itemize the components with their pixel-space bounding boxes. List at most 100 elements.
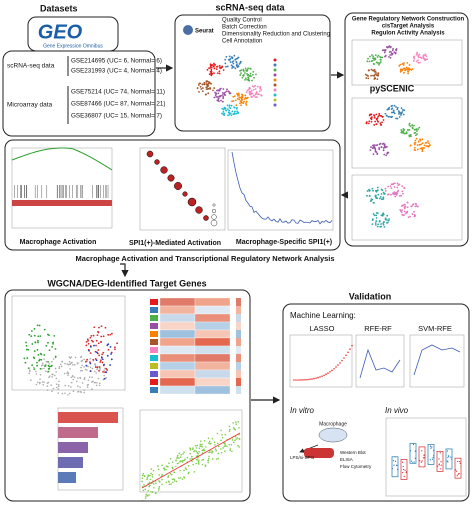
dot	[249, 72, 252, 75]
dot	[242, 102, 245, 104]
dot	[47, 360, 49, 363]
dot	[419, 460, 421, 462]
dot	[400, 194, 402, 197]
dot	[231, 110, 234, 113]
dot	[175, 465, 177, 468]
dot	[376, 56, 379, 58]
dot	[196, 87, 199, 89]
dot	[223, 92, 226, 95]
dot	[258, 93, 260, 96]
dot	[252, 85, 255, 88]
dot	[394, 195, 397, 198]
dot	[238, 427, 240, 429]
dot	[238, 96, 241, 99]
dot	[105, 367, 108, 370]
dot	[189, 447, 191, 449]
dot	[210, 66, 213, 69]
dot	[213, 96, 216, 99]
dot	[43, 365, 46, 367]
dot	[374, 195, 377, 198]
dot	[32, 356, 35, 359]
dot	[374, 58, 377, 61]
dot	[440, 461, 442, 463]
dot	[421, 150, 424, 152]
dot	[387, 115, 390, 118]
dot	[52, 342, 54, 345]
dot	[144, 488, 146, 491]
dot	[394, 52, 397, 54]
dot	[214, 91, 216, 94]
dot	[255, 92, 258, 95]
dot	[181, 461, 184, 463]
dot	[95, 344, 97, 347]
dot	[246, 68, 249, 71]
dot	[415, 203, 418, 206]
dot	[109, 345, 112, 348]
dot	[201, 90, 204, 93]
dot	[165, 468, 167, 471]
dot	[440, 464, 442, 466]
dot	[109, 333, 112, 336]
dot	[216, 442, 219, 445]
dot	[150, 491, 152, 493]
dataset-id: GSE214695 (UC= 6, Normal= 6)	[71, 58, 162, 65]
dot	[225, 56, 228, 58]
dot	[427, 140, 429, 142]
dot	[373, 116, 376, 119]
dot	[382, 196, 385, 199]
dot	[229, 112, 232, 115]
dot	[364, 73, 367, 76]
dot	[235, 104, 238, 107]
dot	[368, 120, 371, 123]
dot	[199, 85, 202, 88]
plot-frame	[385, 417, 467, 497]
dot	[80, 355, 83, 358]
dot	[399, 209, 402, 211]
dot	[197, 84, 200, 86]
cv-point	[299, 379, 301, 381]
dot	[379, 58, 382, 61]
dot	[207, 92, 210, 95]
assay: Flow Cytometry	[340, 464, 372, 469]
dot	[179, 476, 182, 479]
dot	[144, 497, 147, 499]
dot	[372, 57, 375, 60]
dot	[254, 96, 257, 99]
legend-dot	[273, 68, 277, 72]
dot	[106, 354, 109, 357]
dot	[378, 63, 380, 66]
dot	[239, 74, 242, 76]
dot	[219, 88, 221, 91]
dot	[218, 89, 221, 92]
dot	[220, 439, 222, 442]
dot	[90, 381, 93, 383]
dot	[227, 58, 230, 61]
dot	[173, 471, 175, 473]
cv-point	[297, 379, 299, 381]
dot	[249, 67, 252, 70]
dot	[94, 381, 97, 384]
dot	[35, 373, 38, 375]
dot	[96, 368, 98, 371]
dot	[402, 461, 404, 463]
dot	[239, 102, 241, 105]
dot	[411, 203, 414, 206]
dot	[222, 108, 225, 111]
dot	[414, 134, 417, 137]
dot	[231, 65, 234, 68]
dot	[52, 341, 55, 344]
dot	[45, 361, 48, 363]
dot	[207, 80, 210, 83]
dot	[235, 421, 237, 423]
heat-legend	[236, 354, 241, 362]
dot	[223, 445, 226, 448]
dot	[403, 203, 406, 206]
dot	[375, 217, 378, 219]
dot	[100, 325, 103, 328]
dot	[167, 476, 169, 479]
dot	[100, 356, 103, 359]
dot	[96, 382, 98, 384]
bar	[58, 472, 76, 483]
dot	[383, 192, 386, 195]
dot	[375, 197, 378, 200]
